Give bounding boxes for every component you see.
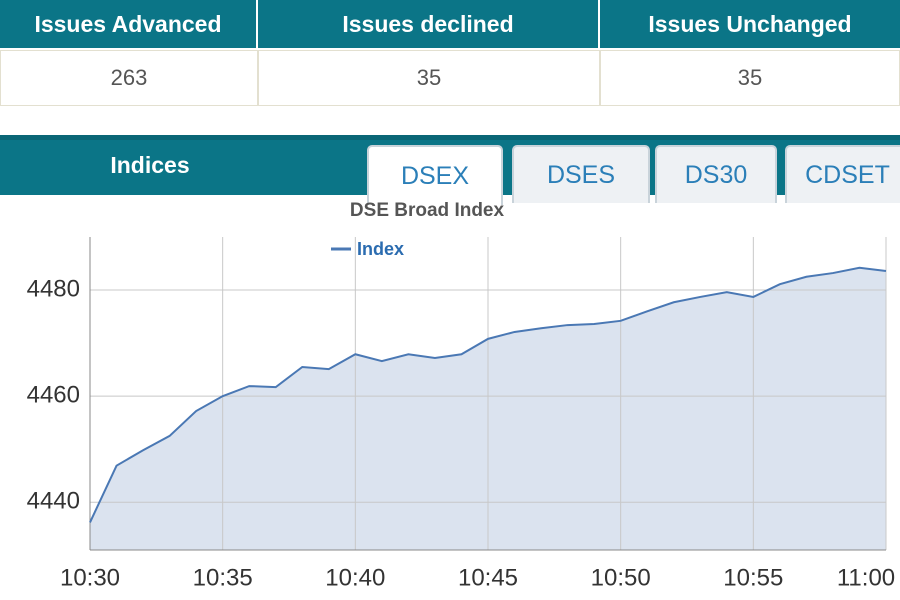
table-header: Issues Advanced (0, 0, 258, 48)
x-tick-label: 10:35 (193, 564, 253, 591)
table-cell: 35 (600, 50, 900, 106)
tab[interactable]: DS30 (655, 145, 777, 203)
x-tick-label: 10:50 (591, 564, 651, 591)
x-tick-label: 10:30 (60, 564, 120, 591)
tab[interactable]: DSEX (367, 145, 503, 205)
y-tick-label: 4480 (27, 275, 80, 302)
table-cell: 263 (0, 50, 258, 106)
legend-label: Index (357, 239, 404, 259)
tab[interactable]: CDSET (785, 145, 900, 203)
x-tick-label: 10:45 (458, 564, 518, 591)
line (89, 266, 887, 523)
y-tick-label: 4440 (27, 488, 80, 515)
x-tick-label: 10:40 (325, 564, 385, 591)
y-tick-label: 4460 (27, 381, 80, 408)
table-cell: 35 (258, 50, 600, 106)
x-tick-label: 11:00 (837, 564, 895, 591)
table-header: Issues declined (258, 0, 600, 48)
x-tick-label: 10:55 (723, 564, 783, 591)
tab-bar-title: Indices (110, 151, 190, 178)
area (90, 267, 886, 550)
tab[interactable]: DSES (512, 145, 650, 203)
table-header: Issues Unchanged (600, 0, 900, 48)
